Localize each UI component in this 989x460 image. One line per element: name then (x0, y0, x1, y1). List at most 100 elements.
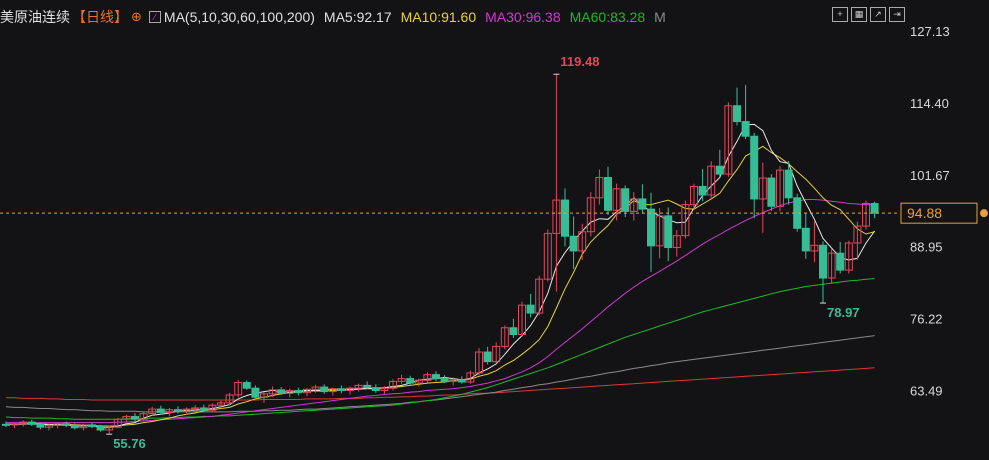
candle-body (79, 424, 88, 429)
candle (113, 418, 122, 429)
candle (53, 422, 62, 429)
candle-body (543, 232, 552, 280)
candle-body (707, 165, 716, 196)
candle-body (870, 202, 879, 214)
candle-body (561, 199, 569, 237)
candle-body (234, 382, 243, 396)
candle (79, 423, 88, 431)
candle (397, 374, 406, 385)
candle-body (10, 423, 19, 426)
candle-body (156, 408, 165, 413)
candle (251, 385, 260, 400)
candle-body (552, 199, 561, 234)
candle (440, 375, 449, 384)
candle (122, 414, 131, 423)
settings-icon[interactable]: ⊕ (131, 9, 142, 24)
low-annotation: 55.76 (113, 436, 146, 451)
candle (217, 400, 225, 409)
candle-body (337, 388, 346, 391)
candle (354, 383, 363, 392)
candle (681, 200, 690, 239)
candle (414, 378, 423, 387)
candle (457, 376, 466, 384)
candle-body (862, 202, 870, 227)
candle (380, 385, 389, 394)
candle-body (217, 402, 225, 406)
candle-body (586, 197, 595, 233)
current-price-label: 94.88 (907, 205, 942, 221)
candle-body (432, 374, 440, 380)
candle (320, 384, 329, 394)
candle-body (440, 378, 449, 382)
candle-body (62, 423, 71, 426)
y-tick-label: 63.49 (910, 384, 943, 399)
candle (432, 371, 440, 382)
candle (715, 149, 724, 177)
candle-body (758, 177, 767, 200)
ma-settings[interactable]: MA(5,10,30,60,100,200) (163, 9, 315, 25)
candle-body (113, 418, 122, 428)
candle-body (672, 235, 681, 249)
candle (853, 221, 862, 260)
candle-body (466, 372, 475, 383)
candle-body (724, 105, 733, 175)
ma-indicator-icon[interactable]: ⁄ (148, 11, 161, 23)
candle-body (371, 387, 380, 391)
candle (578, 223, 587, 260)
candle-body (251, 387, 260, 398)
candle (862, 200, 870, 230)
candle (242, 380, 251, 390)
indicator-icon[interactable]: ↗ (870, 7, 886, 22)
candle-body (655, 215, 664, 247)
candle (346, 386, 354, 395)
candle (638, 184, 647, 214)
candle-body (647, 208, 655, 247)
candle-body (88, 424, 96, 428)
candle (672, 230, 681, 257)
candle (561, 188, 569, 247)
candle-body (182, 408, 191, 412)
candle-body (690, 186, 698, 206)
y-tick-label: 114.40 (910, 96, 949, 111)
symbol-name: 美原油连续 (0, 9, 70, 25)
y-tick-label: 76.22 (910, 312, 943, 327)
candle-body (406, 378, 415, 384)
candle (767, 174, 776, 211)
candle-body (741, 121, 750, 137)
fullscreen-icon[interactable]: ⇥ (889, 7, 905, 22)
candle-body (604, 176, 612, 211)
candle (612, 183, 621, 221)
chart-toolbar: + ▦ ↗ ⇥ (832, 7, 905, 22)
candle-body (191, 407, 200, 410)
candle-body (509, 327, 518, 336)
candle (174, 406, 182, 414)
grid-icon[interactable]: ▦ (851, 7, 867, 22)
candle (483, 346, 492, 365)
candle-body (19, 421, 28, 425)
candle-body (681, 204, 690, 237)
candle (328, 387, 337, 396)
candle-body (303, 388, 311, 394)
candle-body (776, 169, 784, 207)
candle (543, 229, 552, 282)
candle-body (208, 404, 217, 411)
ma-line-ma100 (5, 335, 875, 413)
candle-body (629, 198, 638, 212)
price-marker-icon (980, 209, 988, 218)
candle (475, 348, 483, 376)
zoom-in-icon[interactable]: + (832, 7, 848, 22)
candle (509, 318, 518, 338)
candle-body (294, 389, 303, 394)
candle (604, 166, 612, 215)
ma-line-ma10 (6, 145, 875, 427)
candle (45, 424, 53, 431)
candle-body (139, 413, 148, 420)
candle-body (397, 378, 406, 382)
candle (337, 385, 346, 394)
candle (294, 387, 303, 396)
low-annotation: 78.97 (827, 305, 860, 320)
period-label[interactable]: 【日线】 (72, 9, 128, 25)
candle (801, 212, 810, 259)
candle-body (457, 379, 466, 383)
